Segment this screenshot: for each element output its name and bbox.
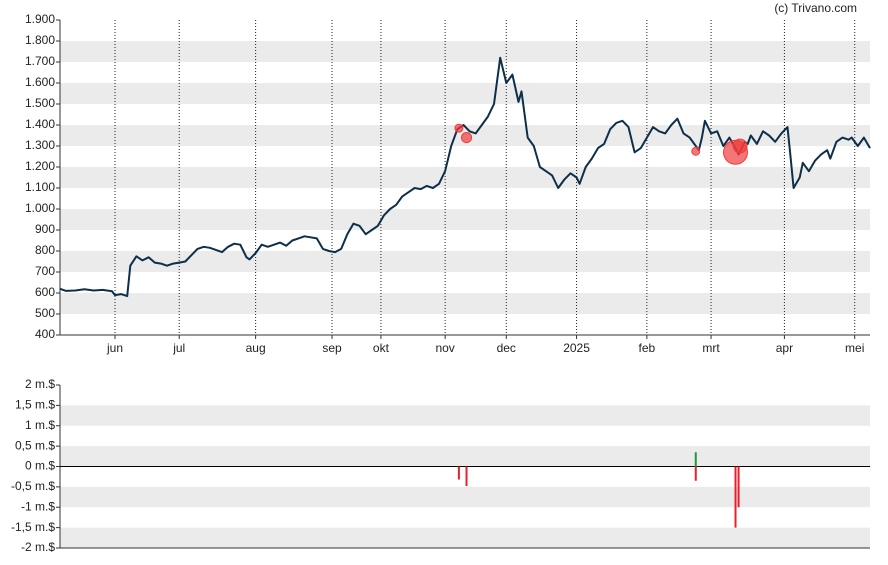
y-tick-label: -2 m.$ bbox=[21, 540, 55, 554]
x-tick-label: aug bbox=[246, 341, 266, 355]
grid-band bbox=[60, 486, 870, 508]
trade-marker bbox=[460, 132, 473, 144]
trade-marker bbox=[454, 123, 464, 133]
source: (c) Trivano.com bbox=[774, 1, 857, 15]
x-tick-label: feb bbox=[639, 341, 656, 355]
x-tick-label: jun bbox=[106, 341, 123, 355]
y-tick-label: -1 m.$ bbox=[21, 499, 55, 513]
trade-marker bbox=[691, 146, 701, 156]
y-tick-label: 1.200 bbox=[25, 159, 55, 173]
bar bbox=[737, 466, 740, 508]
x-tick-label: mei bbox=[845, 341, 864, 355]
y-tick-label: 1.800 bbox=[25, 33, 55, 47]
grid-band bbox=[60, 405, 870, 426]
x-tick-label: mrt bbox=[702, 341, 720, 355]
y-tick-label: 0,5 m.$ bbox=[15, 438, 55, 452]
y-tick-label: 1.900 bbox=[25, 12, 55, 26]
x-tick-label: okt bbox=[373, 341, 390, 355]
grid-band bbox=[60, 446, 870, 467]
y-tick-label: 1.100 bbox=[25, 180, 55, 194]
y-tick-label: 900 bbox=[35, 222, 55, 236]
grid-band bbox=[60, 527, 870, 548]
x-tick-label: 2025 bbox=[563, 341, 590, 355]
grid-band bbox=[60, 83, 870, 104]
x-tick-label: dec bbox=[497, 341, 516, 355]
x-tick-label: apr bbox=[776, 341, 793, 355]
y-tick-label: 1 m.$ bbox=[25, 418, 55, 432]
y-tick-label: 700 bbox=[35, 264, 55, 278]
y-tick-label: 600 bbox=[35, 285, 55, 299]
bar bbox=[694, 466, 697, 481]
grid-band bbox=[60, 41, 870, 62]
grid-band bbox=[60, 167, 870, 188]
y-tick-label: 1.400 bbox=[25, 117, 55, 131]
x-tick-label: jul bbox=[172, 341, 185, 355]
y-tick-label: -0,5 m.$ bbox=[11, 479, 55, 493]
grid-band bbox=[60, 293, 870, 314]
y-tick-label: 1.500 bbox=[25, 96, 55, 110]
grid-band bbox=[60, 251, 870, 272]
y-tick-label: 1.000 bbox=[25, 201, 55, 215]
y-tick-label: 0 m.$ bbox=[25, 459, 55, 473]
bar bbox=[694, 452, 697, 467]
y-tick-label: 1.600 bbox=[25, 75, 55, 89]
y-tick-label: 1.700 bbox=[25, 54, 55, 68]
y-tick-label: 2 m.$ bbox=[25, 377, 55, 391]
y-tick-label: 500 bbox=[35, 306, 55, 320]
bar bbox=[457, 466, 460, 480]
y-tick-label: 800 bbox=[35, 243, 55, 257]
bar bbox=[734, 466, 737, 528]
x-tick-label: nov bbox=[435, 341, 454, 355]
y-tick-label: 1.300 bbox=[25, 138, 55, 152]
y-tick-label: 400 bbox=[35, 327, 55, 341]
y-tick-label: 1,5 m.$ bbox=[15, 398, 55, 412]
x-tick-label: sep bbox=[322, 341, 342, 355]
y-tick-label: -1,5 m.$ bbox=[11, 520, 55, 534]
grid-band bbox=[60, 209, 870, 230]
price-line bbox=[59, 56, 871, 298]
trade-marker bbox=[732, 138, 748, 154]
bar bbox=[465, 466, 468, 487]
